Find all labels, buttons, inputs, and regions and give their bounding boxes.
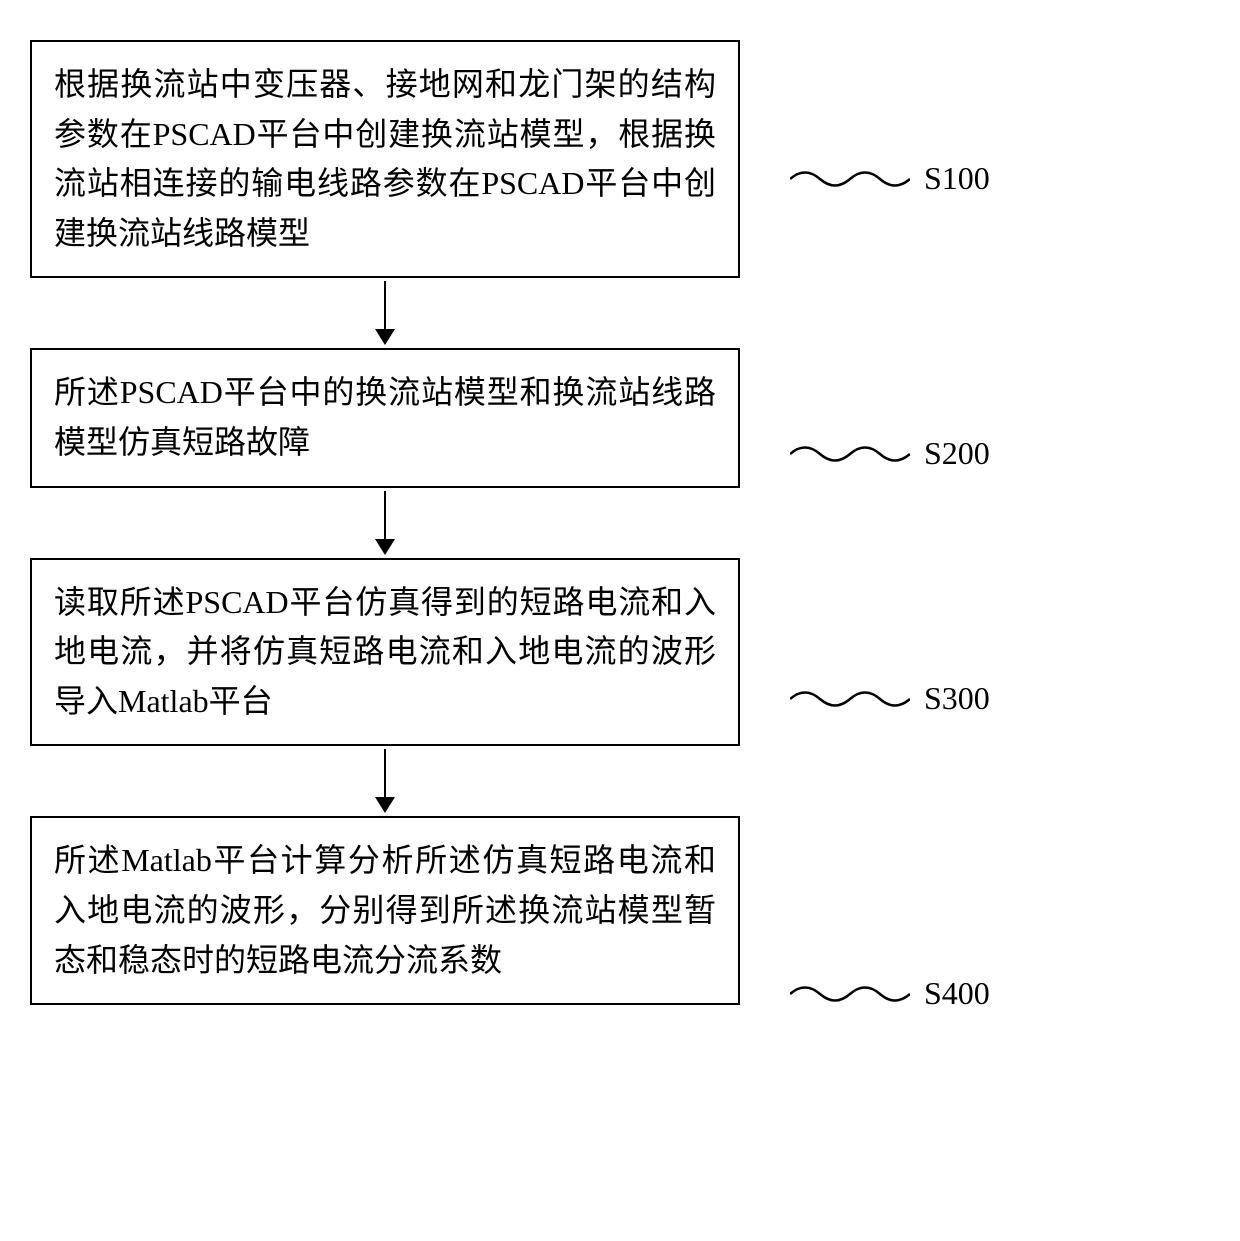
step-label-container: S400 <box>790 975 990 1012</box>
flowchart-step-box: 所述Matlab平台计算分析所述仿真短路电流和入地电流的波形，分别得到所述换流站… <box>30 816 740 1005</box>
flowchart-step-box: 读取所述PSCAD平台仿真得到的短路电流和入地电流，并将仿真短路电流和入地电流的… <box>30 558 740 747</box>
step-text: 所述Matlab平台计算分析所述仿真短路电流和入地电流的波形，分别得到所述换流站… <box>54 836 716 985</box>
connector-wavy-icon <box>790 979 910 1009</box>
flowchart-container: 根据换流站中变压器、接地网和龙门架的结构参数在PSCAD平台中创建换流站模型，根… <box>30 40 740 1005</box>
connector-wavy-icon <box>790 439 910 469</box>
step-id-label: S400 <box>924 975 990 1012</box>
step-id-label: S300 <box>924 680 990 717</box>
step-label-container: S100 <box>790 160 990 197</box>
step-label-container: S300 <box>790 680 990 717</box>
arrow-down-icon <box>375 746 395 816</box>
step-id-label: S100 <box>924 160 990 197</box>
flowchart-step-box: 根据换流站中变压器、接地网和龙门架的结构参数在PSCAD平台中创建换流站模型，根… <box>30 40 740 278</box>
step-id-label: S200 <box>924 435 990 472</box>
step-text: 所述PSCAD平台中的换流站模型和换流站线路模型仿真短路故障 <box>54 368 716 467</box>
arrow-down-icon <box>375 488 395 558</box>
step-text: 根据换流站中变压器、接地网和龙门架的结构参数在PSCAD平台中创建换流站模型，根… <box>54 60 716 258</box>
flowchart-step-box: 所述PSCAD平台中的换流站模型和换流站线路模型仿真短路故障 <box>30 348 740 487</box>
arrow-down-icon <box>375 278 395 348</box>
connector-wavy-icon <box>790 164 910 194</box>
connector-wavy-icon <box>790 684 910 714</box>
step-text: 读取所述PSCAD平台仿真得到的短路电流和入地电流，并将仿真短路电流和入地电流的… <box>54 578 716 727</box>
step-label-container: S200 <box>790 435 990 472</box>
